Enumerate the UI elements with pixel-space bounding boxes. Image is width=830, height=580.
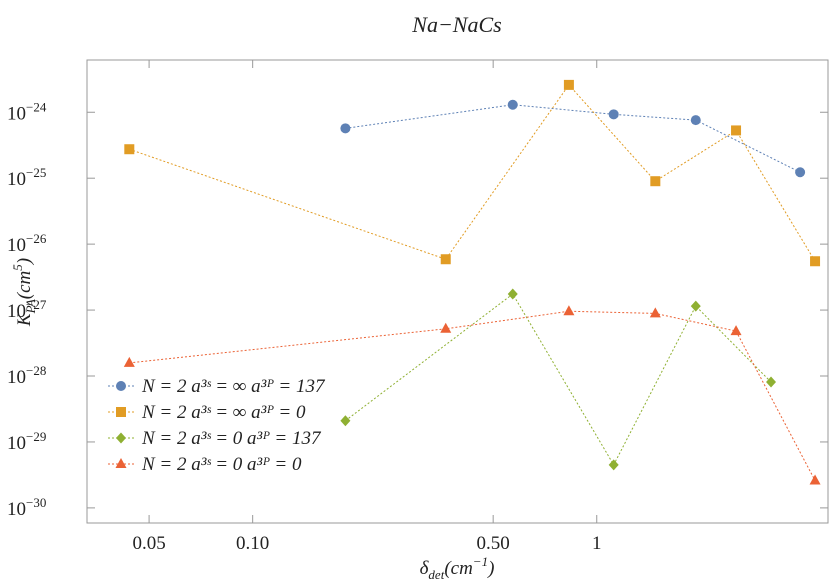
y-tick-label: 10−29 — [7, 429, 46, 454]
legend-label: N = 2 a³ˢ = 0 a³ᴾ = 0 — [141, 454, 302, 475]
y-tick-base: 10 — [7, 499, 26, 520]
point — [731, 125, 742, 136]
y-tick-label: 10−25 — [7, 165, 46, 190]
point — [690, 300, 701, 312]
legend-label: N = 2 a³ˢ = ∞ a³ᴾ = 137 — [141, 376, 326, 397]
y-tick-power: −27 — [26, 297, 47, 312]
x-label-sub: det — [428, 567, 444, 580]
point — [649, 307, 661, 318]
y-tick-label: 10−24 — [7, 99, 47, 124]
x-tick-label: 1 — [592, 533, 602, 554]
y-label-unit: (cm — [14, 271, 35, 299]
series-line — [345, 293, 772, 466]
y-tick-base: 10 — [7, 235, 26, 256]
y-tick-base: 10 — [7, 367, 26, 388]
legend-marker — [116, 407, 126, 417]
point — [507, 99, 518, 110]
point — [730, 325, 742, 336]
y-label-close: ) — [14, 258, 35, 265]
y-tick-power: −28 — [26, 363, 46, 378]
series-line — [129, 84, 816, 262]
y-tick-base: 10 — [7, 433, 26, 454]
x-label-unit: (cm — [444, 558, 472, 579]
y-tick-power: −25 — [26, 165, 46, 180]
point — [608, 459, 619, 471]
point — [507, 288, 518, 300]
x-tick-label: 0.10 — [236, 533, 269, 554]
point — [440, 254, 451, 265]
y-tick-label: 10−28 — [7, 363, 46, 388]
legend-marker — [116, 432, 126, 444]
point — [563, 305, 575, 316]
point — [124, 144, 135, 155]
y-tick-base: 10 — [7, 301, 26, 322]
legend-label: N = 2 a³ˢ = 0 a³ᴾ = 137 — [141, 428, 322, 449]
y-tick-power: −24 — [26, 99, 47, 114]
point — [563, 79, 574, 90]
point — [608, 109, 619, 120]
y-tick-power: −30 — [26, 495, 46, 510]
plot-frame — [86, 59, 829, 524]
legend-marker — [115, 458, 127, 468]
point — [340, 415, 351, 427]
y-label-sub: PA — [23, 299, 38, 314]
point — [650, 176, 661, 187]
legend-marker — [116, 381, 126, 391]
series-line — [345, 104, 801, 173]
y-tick-power: −26 — [26, 231, 47, 246]
y-label-sup: 5 — [10, 264, 25, 271]
point — [690, 115, 701, 126]
y-tick-base: 10 — [7, 103, 26, 124]
y-tick-label: 10−27 — [7, 297, 47, 322]
point — [795, 167, 806, 178]
y-tick-label: 10−26 — [7, 231, 47, 256]
point — [809, 474, 821, 485]
y-tick-power: −29 — [26, 429, 46, 444]
x-tick-label: 0.50 — [477, 533, 510, 554]
x-label-main: δ — [420, 558, 430, 579]
point — [766, 376, 777, 388]
x-label-close: ) — [487, 558, 494, 579]
point — [340, 123, 351, 134]
point — [810, 256, 821, 267]
y-tick-label: 10−30 — [7, 495, 46, 520]
point — [440, 322, 452, 333]
series-line — [129, 310, 816, 481]
y-label-main: K — [14, 312, 35, 327]
x-axis-label: δdet(cm−1) — [420, 554, 495, 580]
x-tick-label: 0.05 — [132, 533, 165, 554]
y-axis-label: KPA(cm5) — [10, 258, 38, 327]
y-tick-base: 10 — [7, 169, 26, 190]
x-label-sup: −1 — [473, 554, 488, 569]
chart-title: Na−NaCs — [411, 12, 501, 37]
point — [123, 356, 135, 367]
legend-label: N = 2 a³ˢ = ∞ a³ᴾ = 0 — [141, 402, 306, 423]
